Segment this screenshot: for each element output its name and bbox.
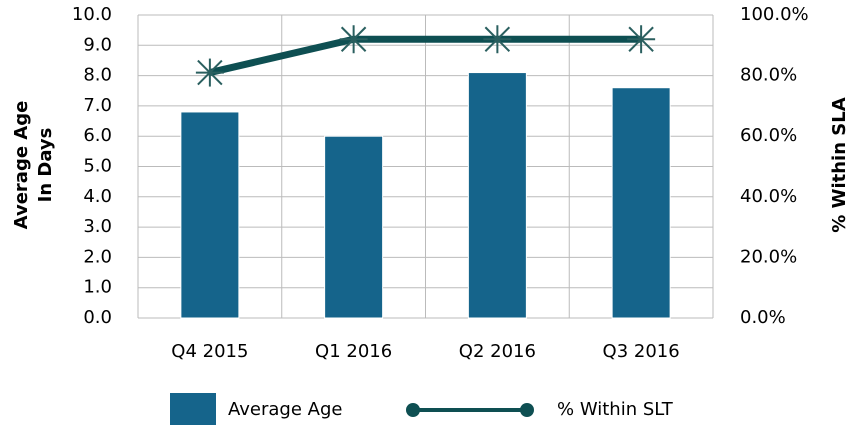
bar [180, 111, 240, 319]
y2-tick-label: 0.0% [740, 307, 786, 328]
legend-label: % Within SLT [557, 399, 674, 420]
y-tick-label: 10.0 [72, 4, 112, 25]
legend-swatch [170, 393, 216, 425]
legend-dot [520, 403, 534, 417]
y2-axis-label: % Within SLA [829, 97, 850, 232]
marker [627, 25, 656, 54]
x-tick-label: Q2 2016 [459, 341, 536, 362]
y-tick-label: 9.0 [83, 34, 112, 55]
legend-label: Average Age [228, 399, 342, 420]
y-tick-label: 4.0 [83, 186, 112, 207]
y2-tick-label: 60.0% [740, 125, 797, 146]
y-tick-label: 6.0 [83, 125, 112, 146]
marker [483, 25, 512, 54]
line [209, 35, 642, 76]
marker [339, 25, 368, 54]
y2-tick-label: 20.0% [740, 246, 797, 267]
y-tick-label: 3.0 [83, 216, 112, 237]
y-tick-label: 1.0 [83, 277, 112, 298]
y2-tick-label: 40.0% [740, 186, 797, 207]
bar [467, 72, 527, 319]
y2-tick-label: 80.0% [740, 65, 797, 86]
y-axis-label: In Days [35, 128, 56, 203]
legend-dot [406, 403, 420, 417]
y-tick-label: 8.0 [83, 65, 112, 86]
y-tick-label: 7.0 [83, 95, 112, 116]
bar [611, 87, 671, 319]
y-tick-label: 2.0 [83, 246, 112, 267]
x-tick-label: Q1 2016 [315, 341, 392, 362]
y-tick-label: 0.0 [83, 307, 112, 328]
bar [324, 135, 384, 319]
marker [195, 58, 224, 87]
y-axis-label: Average Age [11, 101, 32, 230]
x-tick-label: Q4 2015 [171, 341, 248, 362]
y2-tick-label: 100.0% [740, 4, 809, 25]
y-tick-label: 5.0 [83, 156, 112, 177]
x-tick-label: Q3 2016 [603, 341, 680, 362]
